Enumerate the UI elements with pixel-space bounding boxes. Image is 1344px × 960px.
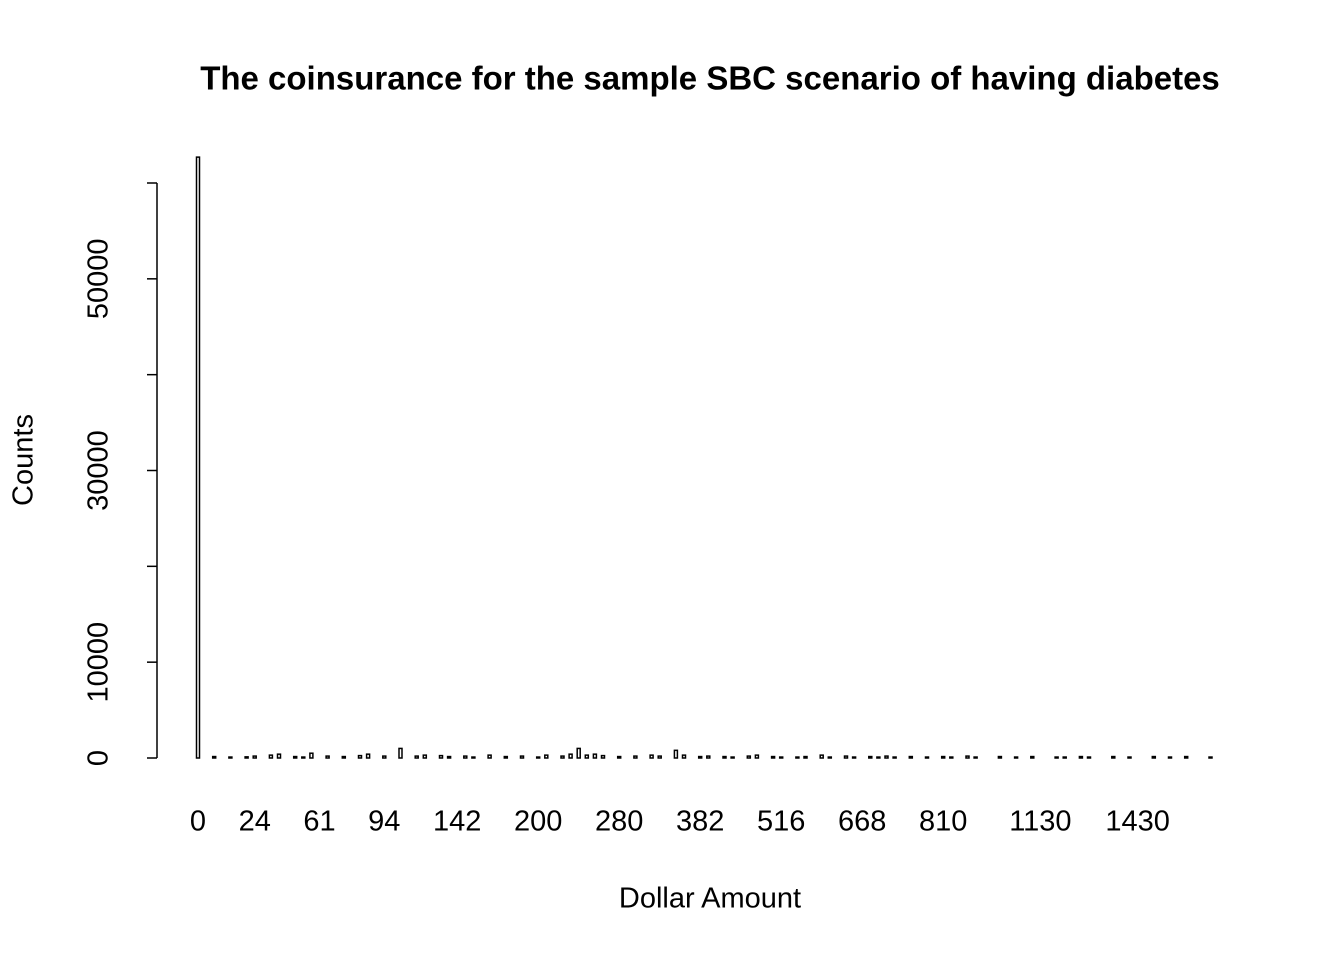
- bar: [341, 755, 347, 759]
- x-tick-label: 668: [838, 806, 886, 838]
- bar: [1151, 755, 1157, 759]
- bar: [584, 754, 590, 759]
- y-tick-label: 10000: [83, 622, 115, 703]
- x-tick-label: 1130: [1009, 806, 1071, 838]
- bar: [997, 755, 1003, 759]
- bar: [365, 753, 371, 759]
- bar: [471, 756, 476, 759]
- bar: [1054, 756, 1059, 759]
- bar: [706, 755, 711, 759]
- bar: [228, 756, 233, 759]
- bar: [357, 754, 363, 759]
- bar: [398, 747, 403, 759]
- bar: [1167, 756, 1173, 759]
- bar: [487, 754, 492, 759]
- bar: [503, 755, 509, 759]
- x-tick-label: 516: [757, 806, 805, 838]
- bar: [414, 755, 419, 759]
- x-tick-label: 61: [303, 806, 335, 838]
- bar: [1078, 755, 1084, 759]
- bar: [681, 754, 687, 759]
- bar: [633, 755, 638, 759]
- bar: [1062, 756, 1067, 759]
- x-axis-label: Dollar Amount: [619, 883, 801, 915]
- bar: [827, 756, 833, 759]
- bar: [211, 755, 217, 759]
- bar: [746, 755, 752, 759]
- bar: [949, 756, 954, 759]
- bar: [1030, 755, 1035, 759]
- bar: [649, 754, 654, 759]
- bar: [1208, 756, 1213, 759]
- y-axis-label: Counts: [8, 414, 40, 506]
- bar: [657, 755, 662, 759]
- bar: [1013, 756, 1019, 759]
- x-tick-label: 280: [595, 806, 643, 838]
- x-tick-label: 382: [676, 806, 724, 838]
- bar: [292, 755, 298, 759]
- bar: [325, 755, 330, 759]
- bar: [268, 754, 274, 759]
- bar: [819, 754, 824, 759]
- bar: [1111, 755, 1116, 759]
- bar: [770, 755, 776, 759]
- bar: [535, 756, 541, 759]
- bar: [1086, 756, 1092, 759]
- bar: [892, 756, 897, 759]
- x-tick-label: 1430: [1105, 806, 1170, 838]
- bar: [244, 756, 249, 759]
- bar: [965, 755, 970, 759]
- bar: [697, 755, 703, 759]
- bar: [252, 755, 257, 759]
- bar: [544, 754, 549, 759]
- bar: [803, 755, 808, 759]
- bar: [600, 754, 606, 759]
- chart-title: The coinsurance for the sample SBC scena…: [200, 60, 1220, 97]
- bar: [868, 755, 873, 759]
- y-tick-label: 50000: [83, 239, 115, 320]
- bar: [309, 752, 314, 759]
- bar: [438, 754, 444, 759]
- bar: [422, 754, 428, 759]
- x-tick-label: 142: [433, 806, 481, 838]
- y-tick-label: 30000: [83, 430, 115, 511]
- bar: [722, 755, 727, 759]
- bar: [560, 755, 565, 759]
- bar: [795, 756, 800, 759]
- y-tick-label: 0: [83, 750, 115, 766]
- bar: [576, 747, 581, 759]
- bar: [463, 755, 468, 759]
- x-tick-label: 24: [239, 806, 271, 838]
- x-tick-label: 200: [514, 806, 562, 838]
- bar: [851, 756, 857, 759]
- bar: [616, 755, 622, 759]
- x-tick-label: 94: [368, 806, 400, 838]
- bar: [276, 753, 282, 759]
- bar: [1183, 755, 1189, 759]
- bar: [908, 755, 914, 759]
- bar: [778, 756, 784, 759]
- bar: [446, 755, 452, 759]
- bar: [843, 755, 849, 759]
- bar: [876, 756, 881, 759]
- bar: [382, 755, 387, 759]
- bar: [754, 754, 760, 759]
- bar: [730, 756, 735, 759]
- bar: [195, 156, 201, 759]
- bar: [973, 756, 978, 759]
- bar: [301, 756, 306, 759]
- x-tick-label: 0: [190, 806, 206, 838]
- bar: [940, 755, 946, 759]
- bar: [884, 755, 889, 759]
- bar: [592, 753, 598, 759]
- bar: [519, 755, 525, 759]
- x-tick-label: 810: [919, 806, 967, 838]
- bar: [1127, 756, 1132, 759]
- bar: [568, 753, 573, 759]
- bar: [924, 756, 930, 759]
- bar: [673, 749, 679, 759]
